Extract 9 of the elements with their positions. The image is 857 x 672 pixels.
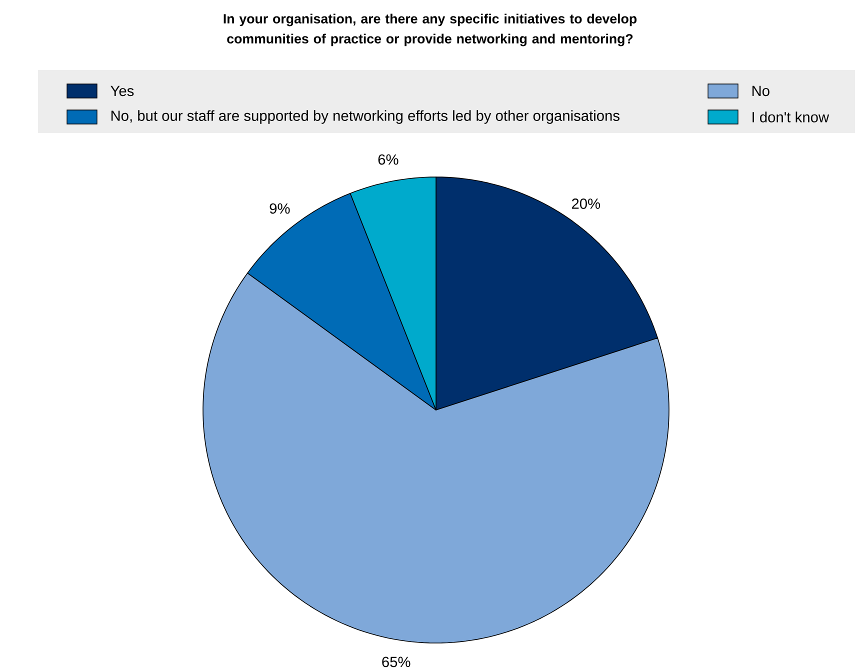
data-label: 65% bbox=[382, 656, 410, 668]
legend-label: Yes bbox=[110, 86, 134, 96]
data-label: 6% bbox=[378, 154, 398, 165]
legend-label: No, but our staff are supported by networking efforts led by other organisations bbox=[111, 110, 620, 124]
data-label: 9% bbox=[270, 203, 290, 214]
chart-title: In your organisation, are there any specific initiatives to develop communities of practice or provide networking and mentoring? bbox=[224, 14, 637, 46]
legend-label: I don't know bbox=[752, 112, 830, 122]
data-label: 20% bbox=[572, 198, 600, 209]
legend-label: No bbox=[752, 86, 770, 96]
